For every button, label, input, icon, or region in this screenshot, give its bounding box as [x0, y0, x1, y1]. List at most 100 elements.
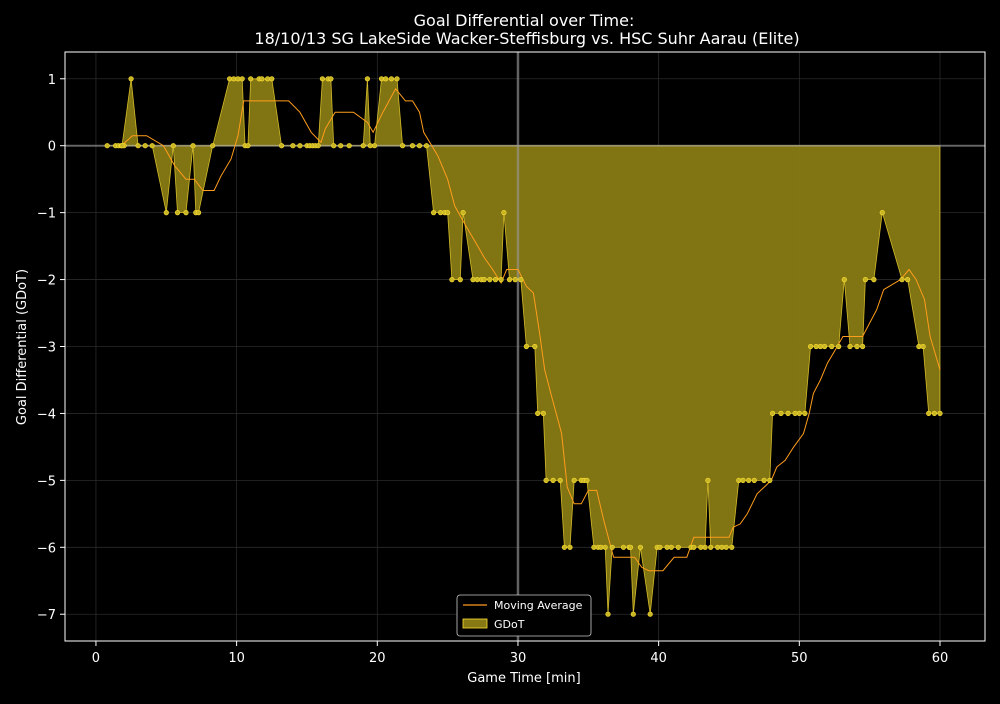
gdot-point: [698, 544, 704, 550]
gdot-point: [487, 277, 493, 283]
gdot-point: [445, 210, 451, 216]
gdot-point: [729, 544, 735, 550]
gdot-point: [290, 143, 296, 149]
gdot-point: [297, 143, 303, 149]
x-tick-label: 10: [228, 651, 245, 666]
legend-label-moving-average: Moving Average: [494, 599, 583, 612]
x-tick-label: 40: [650, 651, 667, 666]
y-tick-label: −4: [37, 407, 56, 422]
gdot-point: [535, 410, 541, 417]
gdot-point: [605, 611, 611, 617]
x-tick-label: 30: [510, 651, 527, 666]
gdot-point: [170, 143, 176, 149]
gdot-point: [778, 410, 784, 417]
gdot-point: [506, 277, 513, 283]
gdot-point: [481, 277, 487, 283]
gdot-point: [931, 410, 938, 417]
gdot-point: [460, 210, 466, 216]
gdot-point: [841, 277, 847, 283]
gdot-point: [457, 277, 463, 283]
moving-average-line: [120, 87, 941, 572]
gdot-point: [364, 76, 371, 82]
gdot-point: [836, 343, 842, 350]
gdot-point: [416, 143, 423, 149]
gdot-point: [802, 410, 808, 417]
gdot-point: [423, 143, 430, 149]
gdot-point: [319, 76, 326, 82]
gdot-point: [239, 76, 245, 82]
x-tick-label: 20: [369, 651, 386, 666]
gdot-point: [920, 343, 926, 350]
gdot-point: [245, 143, 251, 149]
gdot-point: [705, 477, 711, 484]
gdot-point: [821, 343, 828, 350]
gdot-point: [431, 210, 437, 216]
gdot-point: [847, 343, 853, 350]
gdot-point: [719, 544, 725, 550]
gdot-point: [501, 210, 507, 216]
gdot-point: [142, 143, 148, 149]
gdot-point: [904, 277, 911, 283]
gdot-point: [879, 210, 885, 216]
gdot-point: [119, 143, 125, 149]
y-tick-label: −6: [37, 541, 56, 556]
gdot-point: [751, 477, 757, 484]
gdot-point: [135, 143, 141, 149]
gdot-point: [259, 76, 265, 82]
gdot-point: [796, 410, 802, 417]
gdot-point: [899, 277, 905, 283]
gdot-point: [196, 210, 202, 216]
gdot-point: [675, 544, 681, 550]
gdot-point: [761, 477, 767, 484]
gdot-point: [602, 544, 608, 550]
gdot-point: [149, 143, 155, 149]
gdot-point: [859, 343, 866, 350]
gdot-point: [668, 544, 674, 550]
gdot-point: [937, 410, 943, 417]
gdot-point: [174, 210, 181, 216]
gdot-point: [584, 477, 590, 484]
gdot-point: [746, 477, 752, 484]
gdot-point: [523, 343, 530, 350]
gdot-point: [104, 143, 110, 149]
gdot-point: [360, 143, 366, 149]
gdot-point: [609, 544, 615, 550]
gdot-point: [926, 410, 932, 417]
legend-box: [456, 594, 592, 637]
gdot-point: [657, 544, 663, 550]
gdot-point: [400, 143, 406, 149]
gdot-point: [512, 277, 518, 283]
y-tick-label: 0: [48, 140, 56, 155]
gdot-point: [708, 544, 714, 550]
gdot-point: [331, 143, 337, 149]
gdot-point: [388, 76, 395, 82]
gdot-point: [561, 544, 568, 550]
x-tick-label: 60: [932, 651, 949, 666]
gdot-point: [449, 277, 455, 283]
gdot-point: [807, 343, 814, 350]
y-tick-label: −1: [37, 207, 56, 222]
y-tick-label: 1: [48, 73, 56, 88]
gdot-point: [785, 410, 791, 417]
y-tick-label: −2: [37, 274, 56, 289]
gdot-point: [723, 544, 729, 550]
gdot-point: [571, 477, 577, 484]
x-tick-label: 0: [92, 651, 100, 666]
gdot-point: [557, 477, 563, 484]
y-tick-label: −7: [37, 608, 56, 623]
gdot-point: [492, 277, 499, 283]
gdot-point: [394, 76, 400, 82]
gdot-point: [338, 143, 344, 149]
gdot-point: [540, 410, 546, 417]
gdot-point: [532, 343, 538, 350]
gdot-point: [637, 544, 644, 550]
gdot-point: [269, 76, 275, 82]
gdot-point: [328, 76, 334, 82]
gdot-point: [279, 143, 285, 149]
y-axis-label: Goal Differential (GDoT): [15, 269, 30, 425]
gdot-point: [829, 343, 835, 350]
gdot-point: [740, 477, 746, 484]
